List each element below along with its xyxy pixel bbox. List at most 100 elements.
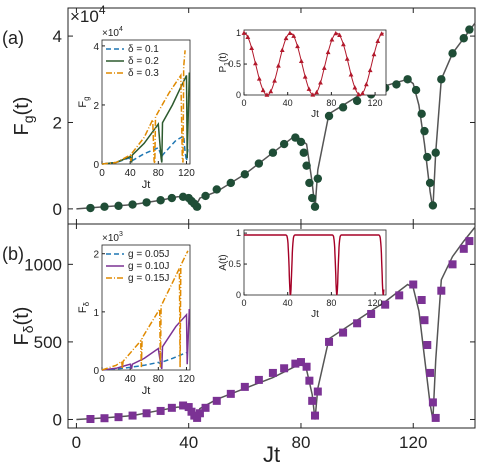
inset-marker xyxy=(245,34,251,39)
inset-x-tick-label: 40 xyxy=(283,98,293,108)
inset-x-label: Jt xyxy=(311,109,319,120)
inset-frame xyxy=(243,229,387,296)
data-point xyxy=(392,80,401,89)
data-point xyxy=(167,193,177,203)
data-point xyxy=(352,96,362,106)
data-point xyxy=(459,34,468,43)
data-point xyxy=(279,139,289,149)
inset-x-tick-label: 120 xyxy=(178,168,195,179)
inset-marker xyxy=(291,33,297,38)
inset-x-label: Jt xyxy=(311,309,319,320)
inset-series-line xyxy=(101,134,189,165)
inset-marker xyxy=(318,80,323,85)
data-point xyxy=(437,286,446,295)
data-point xyxy=(193,413,202,422)
x-axis-label: Jt xyxy=(263,442,280,466)
inset-marker xyxy=(256,76,262,81)
data-point xyxy=(448,260,457,269)
inset-x-tick-label: 0 xyxy=(241,98,246,108)
data-point xyxy=(367,309,376,318)
data-point xyxy=(426,368,435,377)
inset-marker xyxy=(352,85,358,90)
y-axis-label: Fg(t) xyxy=(11,97,36,136)
x-tick-label: 80 xyxy=(292,433,311,452)
inset-x-tick-label: 80 xyxy=(326,298,336,308)
inset-marker xyxy=(371,51,377,57)
inset-right: 0 0.5 1 0 40 80 120 Jt A(t) xyxy=(218,228,387,320)
inset-x-tick-label: 0 xyxy=(99,374,105,385)
inset-y-tick-label: 0.5 xyxy=(228,259,241,269)
inset-y-tick-label: 0 xyxy=(93,366,99,377)
data-point xyxy=(423,152,432,162)
data-point xyxy=(226,178,235,188)
inset-marker xyxy=(325,49,331,55)
inset-x-tick-label: 120 xyxy=(368,98,383,108)
inset-marker xyxy=(348,72,354,77)
inset-y-tick-label: 1 xyxy=(236,28,241,38)
inset-x-label: Jt xyxy=(142,385,151,397)
inset-x-tick-label: 80 xyxy=(153,374,165,385)
inset-marker xyxy=(333,30,339,36)
data-point xyxy=(184,403,193,412)
data-point xyxy=(417,109,426,119)
inset-y-label-tail: (t) xyxy=(218,254,229,263)
data-point xyxy=(417,296,426,305)
legend-label: g = 0.05J xyxy=(128,249,169,260)
inset-y-label-main: A xyxy=(218,264,229,271)
data-point xyxy=(310,202,320,211)
data-point xyxy=(403,75,412,84)
inset-y-label-sub: δ xyxy=(82,301,91,306)
data-point xyxy=(313,387,322,396)
data-point xyxy=(86,203,95,213)
inset-marker xyxy=(314,89,320,95)
data-point xyxy=(302,362,311,371)
data-point xyxy=(409,280,418,289)
inset-y-tick-label: 2 xyxy=(93,101,99,112)
data-point xyxy=(431,413,440,422)
data-point xyxy=(226,389,235,398)
inset-x-label: Jt xyxy=(142,179,151,191)
data-point xyxy=(431,148,440,157)
inset-marker xyxy=(283,35,289,41)
y-tick-label: 2 xyxy=(53,113,62,132)
inset-y-label-tail: (t) xyxy=(218,52,229,61)
data-point xyxy=(240,170,250,179)
data-point xyxy=(128,200,137,209)
data-point xyxy=(305,376,314,385)
data-point xyxy=(280,364,289,373)
inset-x-tick-label: 40 xyxy=(125,374,137,385)
data-point xyxy=(325,337,334,346)
inset-curve xyxy=(244,234,385,296)
data-point xyxy=(195,409,204,418)
inset-marker xyxy=(302,74,308,79)
y-axis-label: Fδ(t) xyxy=(11,307,36,346)
data-point xyxy=(420,126,429,136)
data-point xyxy=(212,396,221,405)
y-tick-label: 0 xyxy=(53,410,62,429)
inset-marker xyxy=(306,86,312,91)
data-point xyxy=(308,396,317,405)
inset-multiplier-base: ×10 xyxy=(102,28,119,39)
inset-y-label-main: P xyxy=(218,66,229,73)
data-point xyxy=(305,178,314,188)
inset-marker xyxy=(253,60,258,66)
legend-label: δ = 0.1 xyxy=(128,44,159,55)
data-point xyxy=(308,193,317,203)
inset-x-tick-label: 80 xyxy=(326,98,336,108)
panel-label: (b) xyxy=(2,244,24,264)
inset-marker xyxy=(367,67,373,73)
inset-y-label-sub: g xyxy=(82,96,91,100)
data-point xyxy=(291,359,300,368)
plot-frame xyxy=(67,223,476,429)
inset-marker xyxy=(356,91,362,97)
data-point xyxy=(338,103,348,112)
y-axis-label-main: F xyxy=(11,333,33,345)
data-point xyxy=(459,244,468,253)
inset-marker xyxy=(276,63,281,68)
legend-label: δ = 0.2 xyxy=(128,56,159,67)
inset-y-tick-label: 0.5 xyxy=(228,59,241,69)
inset-multiplier: ×103 xyxy=(102,231,123,244)
